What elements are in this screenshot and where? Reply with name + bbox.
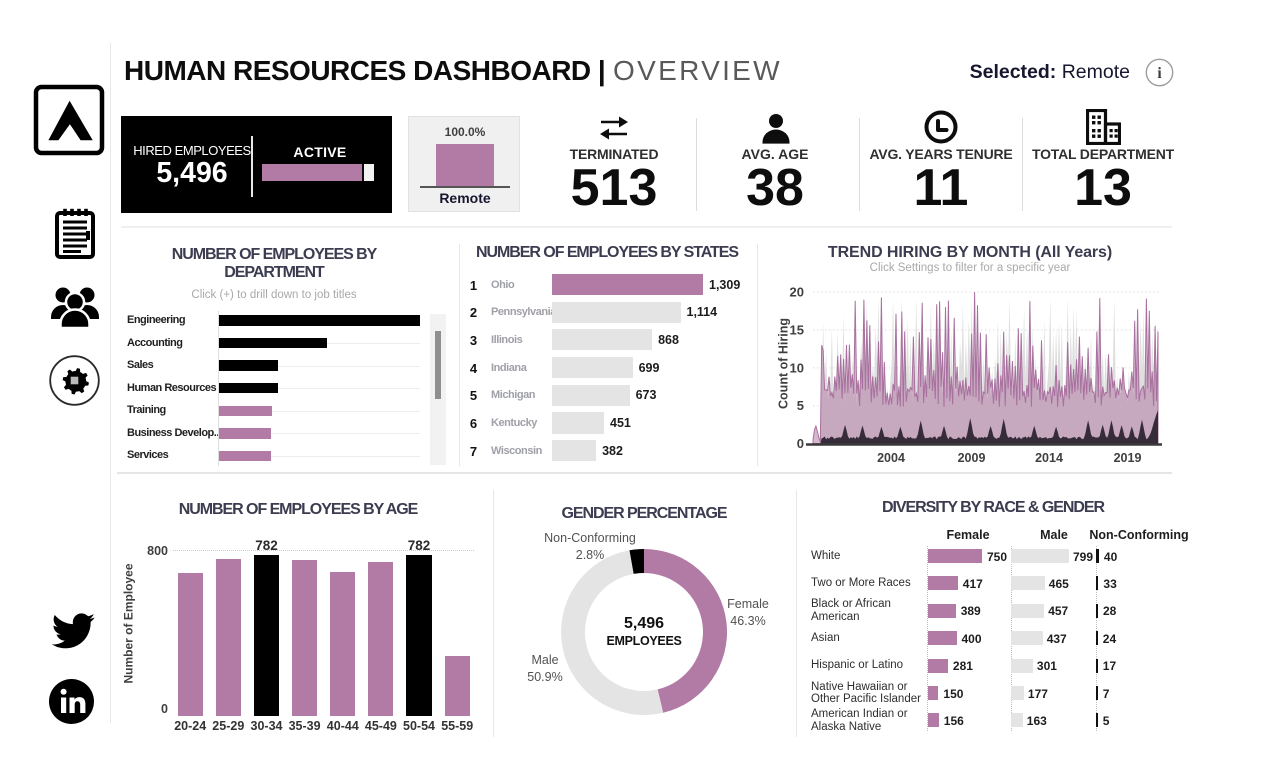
svg-text:2004: 2004 <box>877 451 905 465</box>
svg-text:2009: 2009 <box>958 451 986 465</box>
svg-text:5: 5 <box>797 398 804 413</box>
svg-text:i: i <box>1157 65 1162 82</box>
svg-text:10: 10 <box>790 360 804 375</box>
svg-text:2019: 2019 <box>1114 451 1142 465</box>
svg-text:0: 0 <box>797 436 804 451</box>
svg-text:15: 15 <box>790 322 804 337</box>
svg-text:2014: 2014 <box>1035 451 1063 465</box>
svg-text:20: 20 <box>790 285 804 300</box>
